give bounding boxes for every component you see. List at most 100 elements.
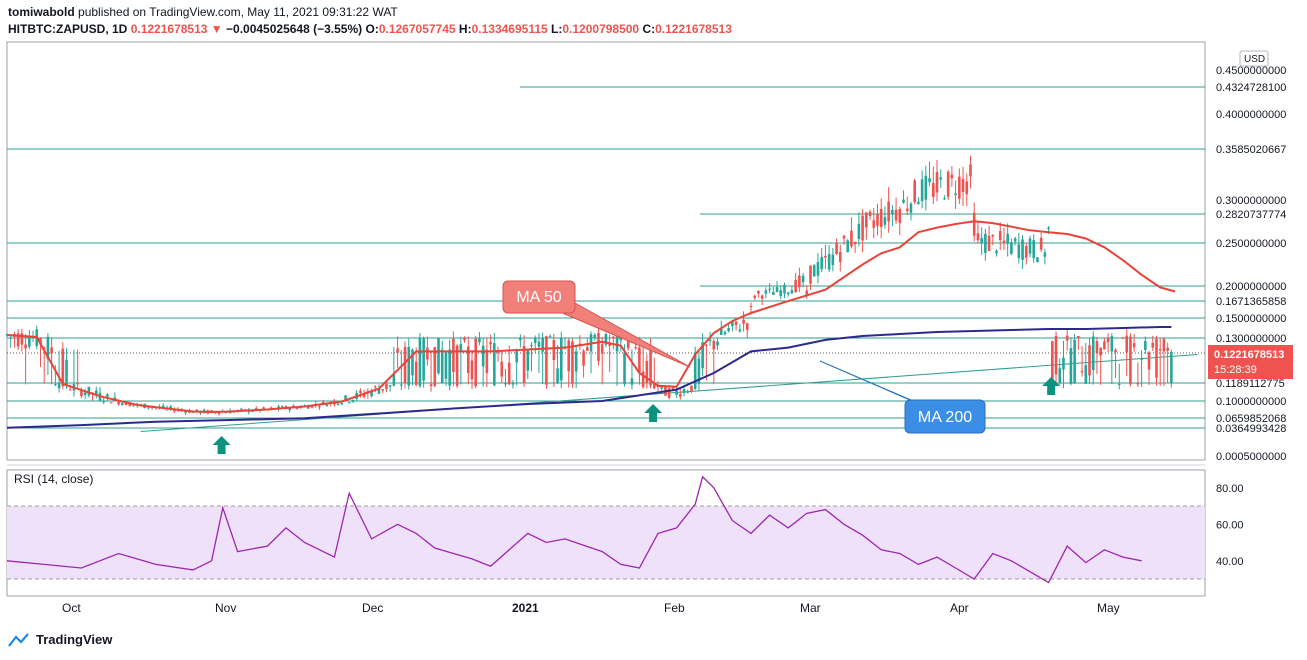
candle-body	[537, 341, 541, 347]
candle-body	[872, 220, 876, 228]
candle-body	[1006, 233, 1009, 244]
candle-body	[102, 401, 106, 403]
candle-body	[422, 338, 425, 381]
candle-body	[931, 182, 935, 197]
candle-body	[493, 343, 496, 386]
price-level-label: 0.0364993428	[1216, 423, 1286, 435]
candle-body	[652, 383, 656, 389]
candle-body	[388, 385, 392, 387]
candle-body	[794, 280, 797, 292]
candle-body	[850, 230, 853, 247]
x-tick-label: Oct	[62, 601, 81, 615]
candle-body	[318, 406, 321, 408]
candle-body	[731, 320, 734, 326]
candle-body	[288, 408, 292, 411]
last-price-tag-value: 0.1221678513	[1214, 349, 1284, 361]
candle-body	[370, 391, 373, 397]
candle-body	[649, 350, 652, 386]
y-tick-label: 0.3000000000	[1216, 195, 1286, 207]
candle-body	[251, 411, 254, 413]
candle-body	[1069, 348, 1073, 384]
candle-body	[626, 339, 630, 349]
candle-body	[600, 344, 604, 354]
candle-body	[1054, 335, 1058, 375]
candle-body	[612, 336, 615, 339]
candle-body	[541, 338, 544, 352]
candle-body	[775, 287, 779, 292]
candle-body	[574, 351, 578, 372]
candle-body	[679, 393, 682, 397]
candle-body	[1021, 239, 1024, 260]
x-tick-label: Nov	[215, 601, 236, 615]
footer-brand-label[interactable]: TradingView	[36, 632, 113, 647]
candle-body	[20, 333, 24, 345]
y-tick-label: 0.4500000000	[1216, 65, 1286, 77]
candle-body	[790, 290, 794, 294]
candle-body	[745, 323, 749, 330]
candle-body	[1013, 238, 1017, 242]
candle-body	[359, 390, 362, 394]
candle-body	[753, 295, 757, 298]
candle-body	[582, 350, 585, 366]
candle-body	[340, 402, 344, 405]
x-tick-label: Dec	[362, 601, 383, 615]
y-tick-label: 0.0005000000	[1216, 451, 1286, 463]
candle-body	[210, 410, 213, 412]
candle-body	[708, 339, 712, 341]
candle-body	[530, 344, 533, 346]
candle-body	[65, 359, 68, 386]
candle-body	[615, 335, 619, 352]
candle-body	[719, 328, 723, 335]
candle-body	[545, 336, 548, 385]
candle-body	[1129, 336, 1132, 385]
candle-body	[905, 208, 909, 212]
candle-body	[478, 337, 481, 343]
candle-body	[961, 178, 965, 192]
candle-body	[496, 351, 500, 353]
candle-body	[835, 243, 838, 254]
candle-body	[1077, 335, 1080, 338]
candle-body	[760, 295, 764, 299]
candle-body	[552, 339, 556, 361]
candle-body	[1132, 343, 1136, 348]
candle-body	[783, 284, 786, 294]
candle-body	[578, 343, 582, 345]
candle-body	[935, 172, 939, 193]
candle-body	[816, 262, 820, 276]
price-level-label: 0.1300000000	[1216, 333, 1286, 345]
last-price-tag	[1208, 345, 1293, 379]
candle-body	[444, 352, 448, 379]
candle-body	[812, 265, 816, 277]
open-label: O:	[365, 22, 379, 36]
candle-body	[838, 251, 842, 262]
candle-body	[1088, 345, 1091, 376]
candle-body	[950, 174, 954, 179]
candle-body	[466, 346, 470, 374]
symbol-label: HITBTC:ZAPUSD, 1D	[8, 22, 128, 36]
candle-body	[958, 176, 961, 199]
candle-body	[671, 386, 675, 389]
candle-body	[693, 352, 697, 389]
candle-body	[1091, 336, 1095, 371]
candle-body	[54, 384, 57, 386]
up-arrow-icon	[212, 436, 231, 454]
candle-body	[1036, 257, 1039, 263]
candle-body	[474, 338, 478, 387]
publisher-name[interactable]: tomiwabold	[8, 5, 75, 19]
candle-body	[106, 394, 109, 397]
candle-body	[1095, 340, 1099, 354]
candle-body	[943, 198, 946, 200]
candle-body	[879, 208, 883, 228]
candle-body	[504, 383, 507, 385]
candle-body	[161, 405, 165, 409]
candle-body	[429, 384, 433, 386]
x-tick-label: 2021	[512, 601, 539, 615]
candle-body	[403, 347, 407, 384]
candle-body	[292, 405, 295, 407]
high-value: 0.1334695115	[471, 22, 548, 36]
y-tick-label: 0.2500000000	[1216, 238, 1286, 250]
candle-body	[1043, 252, 1047, 257]
candle-body	[1058, 368, 1062, 384]
ma50-callout-label: MA 50	[516, 289, 561, 306]
